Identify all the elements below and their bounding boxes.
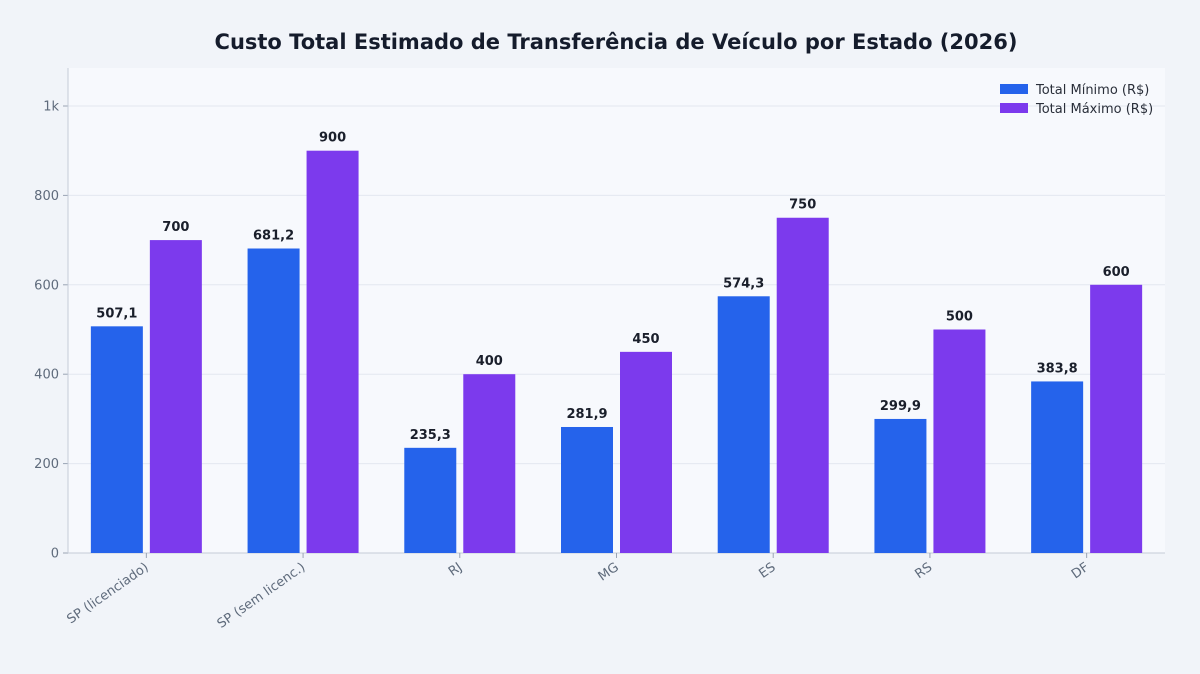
x-tick-label: ES — [756, 560, 778, 582]
data-label: 500 — [946, 309, 973, 324]
data-label: 574,3 — [723, 276, 764, 291]
x-tick-label: SP (licenciado) — [64, 560, 151, 627]
data-label: 450 — [632, 332, 659, 347]
y-tick-label: 400 — [34, 368, 59, 383]
bar — [717, 296, 770, 553]
bar — [463, 374, 516, 553]
bar — [874, 418, 927, 553]
bar — [247, 248, 300, 553]
bar — [933, 329, 986, 553]
x-tick-label: MG — [596, 560, 622, 585]
bar — [620, 351, 672, 553]
x-tick-label: RS — [912, 560, 935, 582]
y-tick-label: 1k — [43, 99, 59, 114]
bar — [561, 426, 613, 553]
data-label: 681,2 — [253, 229, 294, 244]
x-tick-label: RJ — [446, 560, 465, 580]
data-label: 281,9 — [566, 407, 607, 422]
data-label: 700 — [162, 220, 189, 235]
data-label: 235,3 — [410, 428, 451, 443]
legend-swatch — [1000, 103, 1028, 113]
bar — [776, 217, 829, 554]
data-label: 600 — [1103, 265, 1130, 280]
bar — [306, 150, 359, 553]
chart-title: Custo Total Estimado de Transferência de… — [214, 30, 1018, 54]
plot-background — [68, 68, 1165, 553]
x-tick-label: SP (sem licenc.) — [215, 560, 309, 632]
y-tick-label: 800 — [34, 189, 59, 204]
bar — [1090, 284, 1143, 553]
legend-label: Total Mínimo (R$) — [1035, 83, 1149, 98]
data-label: 400 — [476, 354, 503, 369]
data-label: 299,9 — [880, 399, 921, 414]
data-label: 750 — [789, 198, 816, 213]
y-tick-label: 600 — [34, 278, 59, 293]
bar — [90, 326, 143, 553]
legend-label: Total Máximo (R$) — [1035, 102, 1153, 117]
bar — [1031, 381, 1084, 553]
x-tick-label: DF — [1069, 560, 1092, 582]
data-label: 900 — [319, 131, 346, 146]
data-label: 507,1 — [96, 306, 137, 321]
y-tick-label: 0 — [51, 547, 59, 562]
bar — [149, 240, 202, 553]
bar — [404, 447, 457, 553]
y-tick-label: 200 — [34, 457, 59, 472]
data-label: 383,8 — [1037, 361, 1078, 376]
legend-swatch — [1000, 84, 1028, 94]
